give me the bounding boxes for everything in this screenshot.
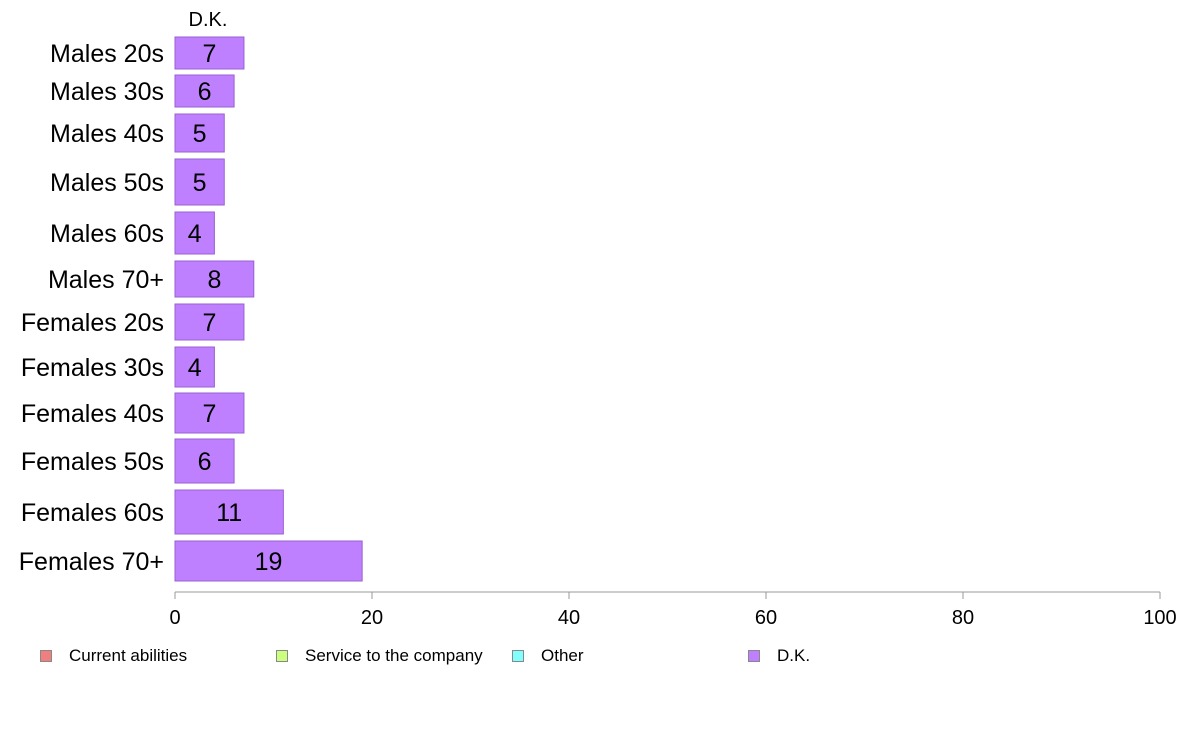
- bar: [174, 540, 363, 582]
- category-label: Females 50s: [21, 448, 164, 476]
- bar: [174, 74, 235, 108]
- x-axis: 0 20 40 60 80 100: [169, 591, 1177, 629]
- category-label: Males 70+: [48, 266, 164, 294]
- category-label: Males 40s: [50, 120, 164, 148]
- x-tick-label: 0: [169, 607, 180, 629]
- legend-swatch: [276, 650, 288, 662]
- bar: [174, 158, 225, 206]
- data-label: 7: [203, 40, 217, 68]
- x-tick-label: 60: [755, 607, 777, 629]
- category-label: Males 50s: [50, 169, 164, 197]
- category-label: Males 30s: [50, 78, 164, 106]
- legend-swatch: [512, 650, 524, 662]
- bar: [174, 489, 284, 535]
- series-header: D.K.: [189, 9, 228, 31]
- category-label: Females 70+: [19, 548, 164, 576]
- category-label: Females 40s: [21, 400, 164, 428]
- category-label: Females 30s: [21, 354, 164, 382]
- legend-item-dk: D.K.: [748, 646, 810, 666]
- x-tick-label: 20: [361, 607, 383, 629]
- data-label: 5: [193, 169, 207, 197]
- category-label: Males 60s: [50, 220, 164, 248]
- legend-item-current-abilities: Current abilities: [40, 646, 187, 666]
- bar: [174, 303, 245, 341]
- category-label: Females 20s: [21, 309, 164, 337]
- legend-label: Service to the company: [305, 646, 483, 665]
- data-label: 6: [198, 78, 212, 106]
- bar: [174, 438, 235, 484]
- legend-swatch: [748, 650, 760, 662]
- bar: [174, 346, 215, 388]
- data-label: 5: [193, 120, 207, 148]
- legend-item-service-to-the-company: Service to the company: [276, 646, 483, 666]
- data-label: 4: [188, 354, 202, 382]
- data-label: 8: [207, 266, 221, 294]
- data-label: 7: [203, 400, 217, 428]
- bar: [174, 36, 245, 70]
- data-label: 19: [255, 548, 283, 576]
- category-label: Females 60s: [21, 499, 164, 527]
- bar-group: Males 20s 7 Males 30s 6 Males 40s 5 Males 50s 5…: [19, 36, 363, 582]
- legend: Current abilities Service to the company…: [0, 646, 1188, 668]
- bar: [174, 260, 255, 298]
- bar: [174, 113, 225, 153]
- x-tick-label: 40: [558, 607, 580, 629]
- bar: [174, 392, 245, 434]
- legend-label: Other: [541, 646, 584, 665]
- legend-item-other: Other: [512, 646, 584, 666]
- data-label: 4: [188, 220, 202, 248]
- data-label: 7: [203, 309, 217, 337]
- data-label: 11: [216, 499, 242, 527]
- bar: [174, 211, 215, 255]
- category-label: Males 20s: [50, 40, 164, 68]
- x-tick-label: 80: [952, 607, 974, 629]
- x-tick-label: 100: [1143, 607, 1176, 629]
- legend-swatch: [40, 650, 52, 662]
- data-label: 6: [198, 448, 212, 476]
- legend-label: Current abilities: [69, 646, 188, 665]
- legend-label: D.K.: [777, 646, 811, 665]
